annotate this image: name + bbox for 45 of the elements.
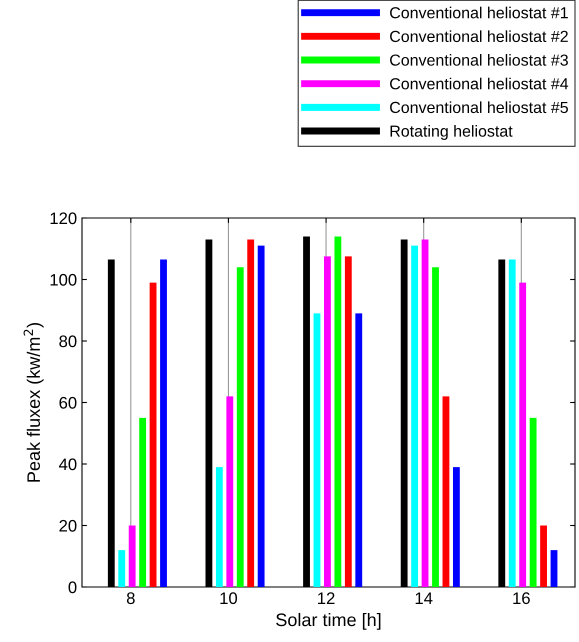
bar <box>550 550 558 587</box>
bar <box>247 240 254 587</box>
bar <box>258 246 265 587</box>
y-tick-label: 20 <box>59 520 76 532</box>
bar <box>226 396 234 587</box>
bar <box>334 236 342 587</box>
bar <box>314 313 320 587</box>
bar <box>540 526 547 587</box>
bar <box>344 256 352 587</box>
y-tick-label: 100 <box>50 274 76 286</box>
bar <box>128 526 136 587</box>
legend-label: Conventional heliostat #2 <box>390 30 568 42</box>
x-tick-label: 8 <box>126 592 135 604</box>
bar <box>422 240 428 587</box>
y-axis-title: Peak fluxex (kw/m$^{2}$) <box>24 323 44 482</box>
x-tick-label: 16 <box>513 592 530 604</box>
bar <box>216 467 223 587</box>
bar <box>411 246 418 587</box>
bar <box>530 418 537 587</box>
bar <box>432 267 439 587</box>
legend-label: Conventional heliostat #4 <box>390 78 568 90</box>
bar <box>452 467 460 587</box>
x-tick-label: 12 <box>318 592 334 604</box>
y-tick-label: 80 <box>59 335 76 348</box>
x-tick-label: 14 <box>416 592 432 604</box>
bar <box>355 313 362 587</box>
legend-label: Conventional heliostat #5 <box>390 101 568 114</box>
legend-label: Conventional heliostat #1 <box>390 6 568 18</box>
bar <box>150 282 156 587</box>
bar <box>324 256 331 587</box>
bar <box>139 418 146 587</box>
bar <box>118 550 126 587</box>
x-tick-label: 10 <box>220 592 238 604</box>
y-tick-label: 60 <box>59 396 76 409</box>
x-axis-title: Solar time [h] <box>276 612 380 630</box>
y-tick-label: 0 <box>68 581 76 594</box>
bar <box>160 260 167 587</box>
legend-label: Rotating heliostat <box>390 125 513 140</box>
bar <box>519 282 526 587</box>
y-tick-label: 40 <box>58 458 76 470</box>
legend-label: Conventional heliostat #3 <box>390 54 568 66</box>
y-tick-label: 120 <box>50 212 76 224</box>
bar <box>236 267 244 587</box>
bar <box>508 260 516 587</box>
bar <box>442 396 450 587</box>
